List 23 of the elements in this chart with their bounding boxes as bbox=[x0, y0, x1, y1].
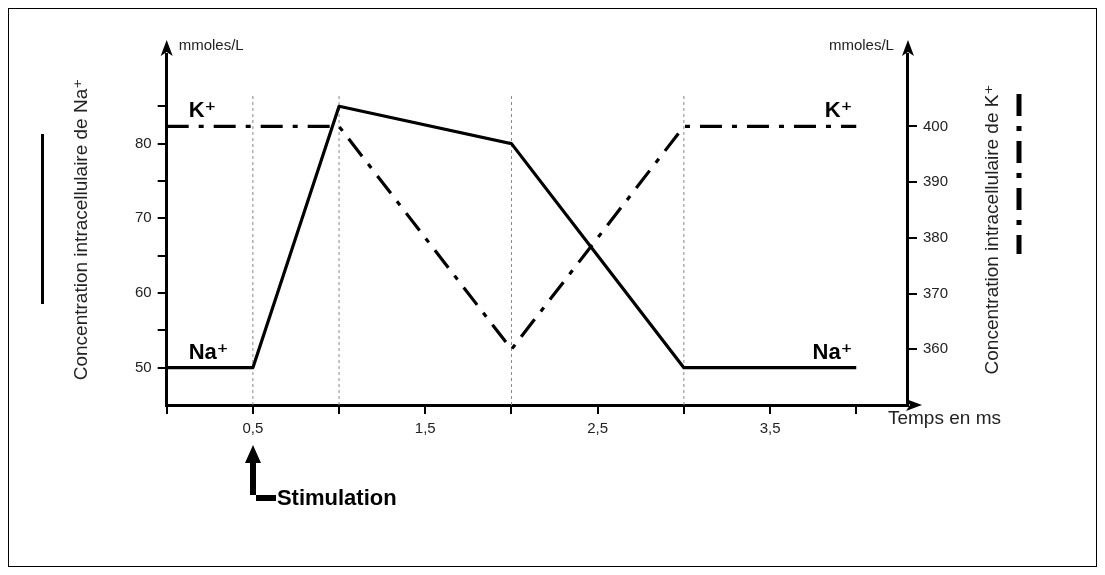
y2-tick-label: 390 bbox=[922, 172, 948, 190]
text: Stimulation bbox=[276, 485, 397, 511]
text: K⁺ bbox=[824, 97, 853, 123]
x-axis-title: Temps en ms bbox=[887, 406, 1001, 428]
y-tick-label: 80 bbox=[135, 133, 152, 151]
text: Na⁺ bbox=[812, 338, 853, 364]
text: mmoles/L bbox=[828, 36, 894, 54]
y2-axis-title: Concentration intracellulaire de K⁺ bbox=[981, 84, 1003, 375]
y2-tick-label: 360 bbox=[922, 339, 948, 357]
y2-tick-label: 370 bbox=[922, 283, 948, 301]
y2-tick-label: 380 bbox=[922, 228, 948, 245]
x-tick-label: 0,5 bbox=[242, 419, 264, 437]
y2-tick-label: 400 bbox=[922, 116, 948, 134]
y-tick-label: 50 bbox=[135, 357, 152, 375]
text: mmoles/L bbox=[178, 36, 244, 54]
series-label: Na⁺ bbox=[188, 338, 229, 364]
y-tick-label: 70 bbox=[135, 208, 152, 226]
y-axis-title: Concentration intracellulaire de Na⁺ bbox=[69, 78, 91, 381]
series-label: K⁺ bbox=[188, 97, 217, 123]
x-tick-label: 1,5 bbox=[414, 419, 436, 437]
x-tick-label: 2,5 bbox=[587, 419, 609, 437]
x-tick-label: 3,5 bbox=[759, 419, 781, 437]
y-tick-label: 60 bbox=[135, 283, 152, 301]
